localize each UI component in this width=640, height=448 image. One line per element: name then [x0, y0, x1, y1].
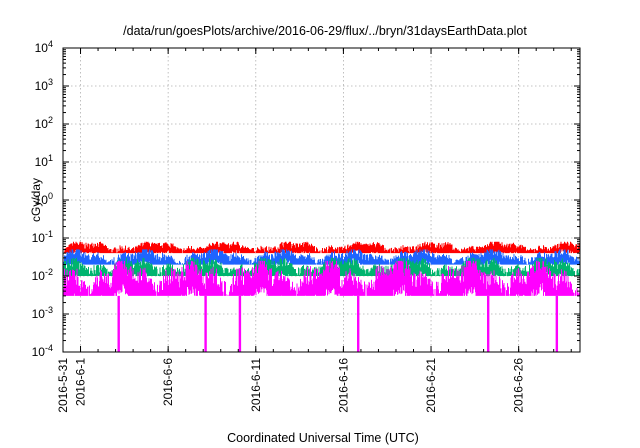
plot-frame — [62, 47, 581, 353]
y-axis-label: cGy/day — [29, 178, 43, 222]
x-axis-label: Coordinated Universal Time (UTC) — [227, 431, 419, 445]
y-tick-label: 101 — [35, 153, 53, 169]
dropout-mark — [204, 295, 207, 352]
x-axis-ticks: 2016-5-31 2016-6-1 2016-6-6 2016-6-11 2016-6… — [56, 48, 572, 413]
x-tick-label: 2016-6-1 — [74, 358, 88, 406]
chart-title: /data/run/goesPlots/archive/2016-06-29/f… — [123, 24, 527, 38]
grid-lines — [62, 47, 580, 353]
y-tick-label: 103 — [35, 77, 53, 93]
data-series — [63, 241, 580, 352]
x-tick-label: 2016-5-31 — [56, 358, 70, 413]
y-tick-label: 10-4 — [32, 343, 53, 359]
x-tick-label: 2016-6-11 — [249, 358, 263, 412]
series-band — [63, 260, 580, 296]
y-tick-label: 10-2 — [32, 267, 53, 283]
x-tick-label: 2016-6-21 — [424, 358, 438, 413]
dropout-mark — [238, 295, 242, 352]
x-tick-label: 2016-6-26 — [512, 358, 526, 413]
series-path — [63, 260, 580, 296]
y-tick-label: 102 — [35, 115, 53, 131]
series-path — [64, 241, 580, 254]
dropout-mark — [486, 295, 490, 352]
dropout-mark — [357, 295, 360, 352]
dropout-mark — [117, 295, 120, 352]
x-tick-label: 2016-6-6 — [161, 358, 175, 406]
x-tick-label: 2016-6-16 — [336, 358, 350, 413]
dropout-mark — [555, 295, 559, 352]
y-tick-label: 10-1 — [32, 229, 53, 245]
series-band — [64, 241, 580, 254]
y-tick-label: 10-3 — [32, 305, 53, 321]
y-tick-label: 104 — [35, 39, 53, 55]
